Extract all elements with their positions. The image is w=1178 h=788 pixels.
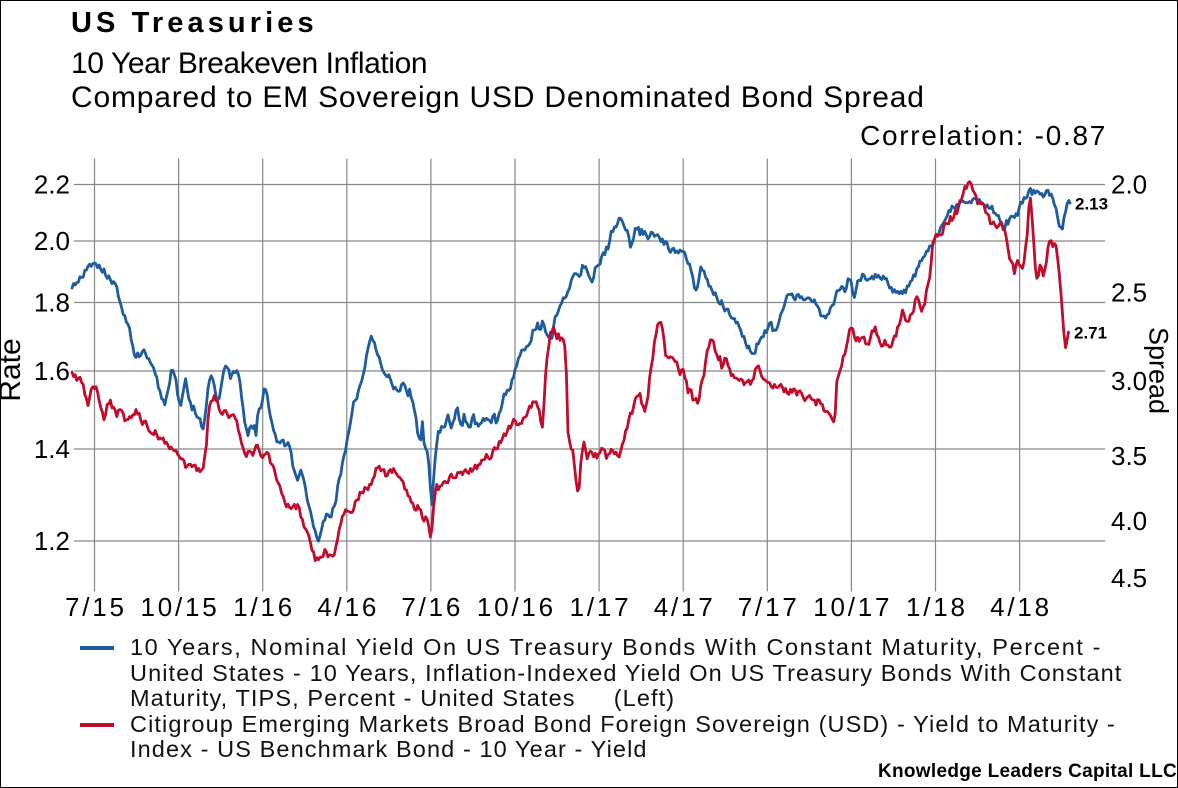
svg-text:2.71: 2.71 <box>1074 324 1107 343</box>
svg-text:2.13: 2.13 <box>1075 195 1108 214</box>
svg-text:1.6: 1.6 <box>34 356 70 386</box>
svg-text:10/15: 10/15 <box>140 592 219 622</box>
svg-text:2.0: 2.0 <box>34 226 70 256</box>
svg-text:1/17: 1/17 <box>570 592 632 622</box>
svg-text:2.0: 2.0 <box>1111 169 1147 199</box>
svg-text:1.8: 1.8 <box>34 288 70 318</box>
svg-text:3.0: 3.0 <box>1111 366 1147 396</box>
svg-text:1.4: 1.4 <box>34 434 70 464</box>
svg-text:10/16: 10/16 <box>477 592 556 622</box>
svg-text:1/18: 1/18 <box>906 592 968 622</box>
svg-text:3.5: 3.5 <box>1111 441 1147 471</box>
svg-text:7/15: 7/15 <box>65 592 127 622</box>
svg-text:1/16: 1/16 <box>233 592 295 622</box>
svg-text:2.2: 2.2 <box>34 170 70 200</box>
svg-text:4.5: 4.5 <box>1111 563 1147 593</box>
svg-text:4.0: 4.0 <box>1111 506 1147 536</box>
svg-text:2.5: 2.5 <box>1111 278 1147 308</box>
svg-text:4/18: 4/18 <box>990 592 1052 622</box>
svg-text:10/17: 10/17 <box>813 592 892 622</box>
svg-text:4/17: 4/17 <box>654 592 716 622</box>
svg-text:1.2: 1.2 <box>34 526 70 556</box>
svg-text:7/17: 7/17 <box>738 592 800 622</box>
svg-text:7/16: 7/16 <box>401 592 463 622</box>
svg-text:4/16: 4/16 <box>317 592 379 622</box>
